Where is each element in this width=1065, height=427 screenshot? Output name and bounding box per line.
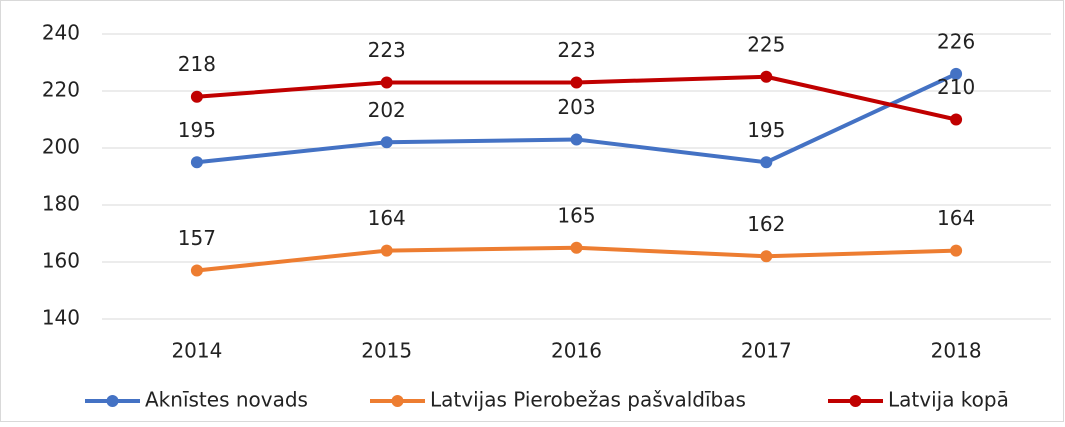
data-label: 210 [937,75,975,99]
point [950,244,963,257]
point [760,250,773,263]
data-label: 226 [937,29,975,53]
data-label: 218 [178,52,216,76]
x-tick-label: 2014 [171,339,222,363]
legend-label: Latvijas Pierobežas pašvaldības [430,388,746,412]
y-tick-label: 140 [42,306,80,330]
data-label: 202 [368,98,406,122]
point [380,76,393,89]
point [570,76,583,89]
legend-marker [106,395,119,407]
legend-label: Latvija kopā [888,388,1009,412]
point [570,133,583,146]
data-label: 164 [937,206,975,230]
data-label: 223 [368,38,406,62]
data-label: 157 [178,226,216,250]
data-label: 195 [178,118,216,142]
x-tick-label: 2017 [741,339,792,363]
point [380,136,393,149]
data-label: 164 [368,206,406,230]
legend-label: Aknīstes novads [145,388,308,412]
data-label: 162 [747,212,785,236]
point [950,67,963,80]
legend-marker [849,395,862,407]
y-tick-label: 240 [42,21,80,45]
point [760,70,773,83]
point [190,90,203,103]
y-tick-label: 180 [42,192,80,216]
data-label: 195 [747,118,785,142]
y-tick-label: 200 [42,135,80,159]
data-label: 165 [557,203,595,227]
x-tick-label: 2018 [931,339,982,363]
point [760,156,773,169]
point [950,113,963,126]
x-tick-label: 2015 [361,339,412,363]
point [190,264,203,277]
y-tick-label: 160 [42,249,80,273]
point [380,244,393,257]
x-tick-label: 2016 [551,339,602,363]
data-label: 203 [557,95,595,119]
y-tick-label: 220 [42,78,80,102]
data-label: 223 [557,38,595,62]
point [570,241,583,254]
data-label: 225 [747,32,785,56]
legend-marker [391,395,404,407]
point [190,156,203,169]
